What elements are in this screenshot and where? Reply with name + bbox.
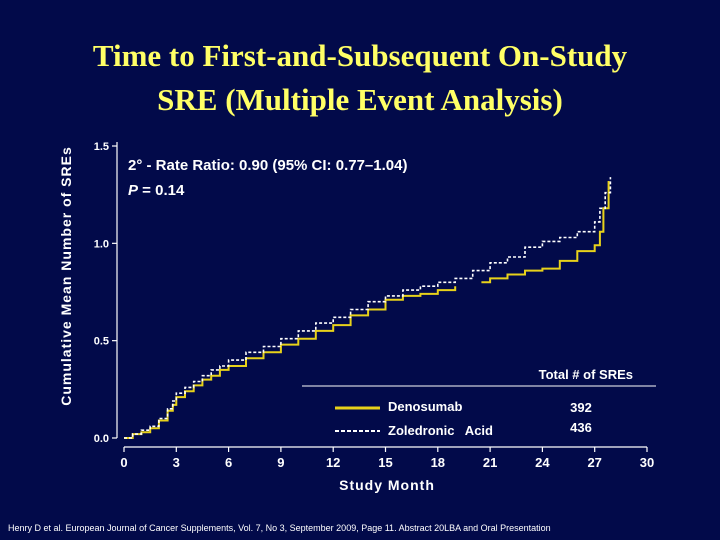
x-tick-label: 3 — [173, 455, 180, 470]
x-tick-label: 15 — [378, 455, 392, 470]
p-value-text: = 0.14 — [138, 182, 185, 199]
legend: Total # of SREs Denosumab 392 Zoledronic… — [302, 367, 656, 438]
p-value-symbol: P — [128, 182, 139, 199]
y-tick-label: 0.0 — [94, 433, 109, 445]
x-tick-label: 21 — [483, 455, 497, 470]
x-tick-label: 27 — [587, 455, 601, 470]
legend-value-denosumab: 392 — [570, 400, 592, 415]
x-tick-label: 6 — [225, 455, 232, 470]
p-value-annotation: P = 0.14 — [128, 182, 185, 199]
axes: 0.0 0.5 1.0 1.5 0 3 6 9 12 15 18 21 24 27 30 Study Mont… — [58, 141, 654, 493]
series-denosumab-line-0 — [124, 286, 457, 439]
x-tick-label: 18 — [431, 455, 445, 470]
y-axis-label: Cumulative Mean Number of SREs — [58, 146, 74, 406]
citation: Henry D et al. European Journal of Cance… — [8, 523, 551, 533]
x-tick-label: 0 — [120, 455, 127, 470]
legend-value-zoledronic-acid: 436 — [570, 420, 592, 435]
x-tick-label: 30 — [640, 455, 654, 470]
y-tick-label: 1.5 — [94, 141, 109, 153]
x-tick-label: 12 — [326, 455, 340, 470]
y-tick-label: 1.0 — [94, 238, 109, 250]
y-tick-label: 0.5 — [94, 336, 109, 348]
rate-ratio-annotation: 2° - Rate Ratio: 0.90 (95% CI: 0.77–1.04… — [128, 157, 407, 174]
x-tick-label: 9 — [277, 455, 284, 470]
title-line-1: Time to First-and-Subsequent On-Study — [92, 38, 628, 73]
legend-header: Total # of SREs — [539, 367, 633, 382]
series-denosumab-line-1 — [481, 181, 610, 284]
series-zoledronic-acid-line — [124, 177, 612, 439]
legend-label-denosumab: Denosumab — [388, 399, 462, 414]
annotation: 2° - Rate Ratio: 0.90 (95% CI: 0.77–1.04… — [128, 157, 407, 199]
slide-title: Time to First-and-Subsequent On-Study SR… — [20, 34, 700, 122]
legend-label-zoledronic-acid: Zoledronic Acid — [388, 423, 493, 438]
x-axis-label: Study Month — [339, 477, 435, 493]
title-line-2: SRE (Multiple Event Analysis) — [157, 82, 563, 117]
x-tick-label: 24 — [535, 455, 550, 470]
series-layer — [124, 177, 612, 439]
